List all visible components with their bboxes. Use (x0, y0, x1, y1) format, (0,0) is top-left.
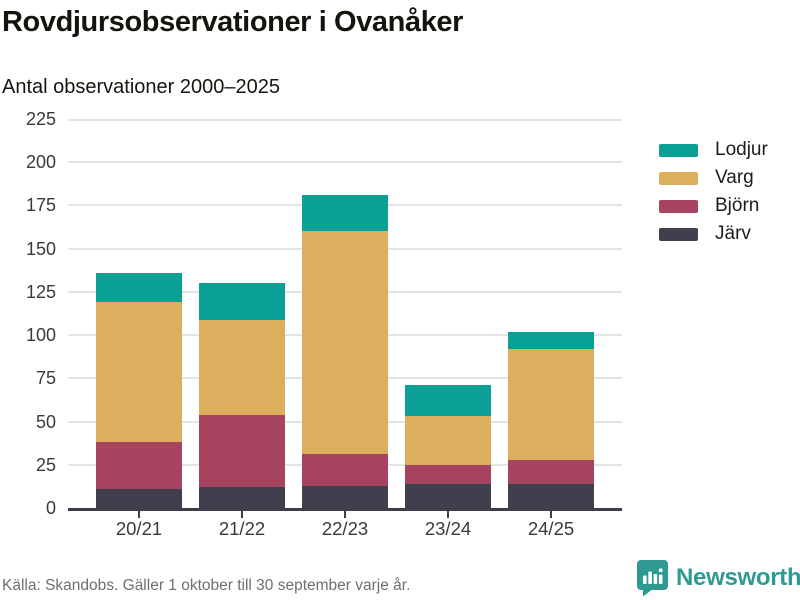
x-tick (447, 511, 449, 518)
legend-label-lodjur: Lodjur (715, 139, 768, 160)
y-tick-label-225: 225 (25, 109, 56, 129)
bar-24-25 (508, 331, 594, 508)
bar-segment-varg[interactable] (199, 319, 285, 415)
newsworthy-logo[interactable]: Newsworthy (636, 559, 800, 597)
bars-container (68, 119, 622, 508)
x-axis-label-23-24: 23/24 (424, 518, 472, 539)
bar-segment-lodjur[interactable] (96, 272, 182, 303)
bar-segment-varg[interactable] (302, 231, 388, 455)
bar-segment-jarv[interactable] (199, 487, 285, 508)
bar-segment-lodjur[interactable] (302, 195, 388, 232)
page-title: Rovdjursobservationer i Ovanåker (2, 6, 464, 38)
legend-label-bjorn: Björn (715, 195, 760, 216)
bar-segment-bjorn[interactable] (302, 454, 388, 486)
legend-label-varg: Varg (715, 167, 754, 188)
x-axis-label-24-25: 24/25 (527, 518, 575, 539)
bar-segment-varg[interactable] (96, 302, 182, 443)
y-tick-label-25: 25 (35, 454, 56, 475)
newsworthy-wordmark: Newsworthy (676, 564, 800, 591)
x-tick (550, 511, 552, 518)
x-axis-label-20-21: 20/21 (115, 518, 163, 539)
y-tick-label-175: 175 (25, 195, 56, 216)
x-axis-label-21-22: 21/22 (218, 518, 266, 539)
legend-item-varg[interactable]: Varg (659, 164, 768, 192)
legend-swatch-lodjur (659, 143, 698, 157)
bar-segment-varg[interactable] (508, 348, 594, 460)
x-axis-label-22-23: 22/23 (321, 518, 369, 539)
y-tick-label-50: 50 (35, 411, 56, 432)
bar-segment-lodjur[interactable] (199, 283, 285, 320)
y-tick-label-125: 125 (25, 281, 56, 302)
gridline-200 (68, 161, 622, 164)
bar-segment-lodjur[interactable] (508, 331, 594, 349)
legend-item-lodjur[interactable]: Lodjur (659, 136, 768, 164)
y-axis: 0 25 50 75 100 125 150 175 200 225 (0, 109, 56, 518)
bar-segment-jarv[interactable] (405, 483, 491, 508)
y-tick-label-150: 150 (25, 238, 56, 259)
bar-23-24 (405, 385, 491, 508)
bar-20-21 (96, 272, 182, 508)
y-tick-label-0: 0 (45, 498, 56, 518)
y-tick-label-100: 100 (25, 325, 56, 346)
bar-segment-varg[interactable] (405, 416, 491, 465)
bar-22-23 (302, 195, 388, 508)
bar-segment-bjorn[interactable] (96, 442, 182, 489)
y-tick-label-200: 200 (25, 152, 56, 173)
bar-segment-lodjur[interactable] (405, 385, 491, 417)
x-tick (138, 511, 140, 518)
bar-21-22 (199, 283, 285, 508)
legend-item-jarv[interactable]: Järv (659, 220, 768, 248)
x-tick (241, 511, 243, 518)
bar-segment-bjorn[interactable] (405, 464, 491, 484)
source-note: Källa: Skandobs. Gäller 1 oktober till 3… (2, 577, 411, 594)
bar-segment-bjorn[interactable] (199, 414, 285, 488)
x-tick (344, 511, 346, 518)
bar-segment-jarv[interactable] (508, 483, 594, 508)
legend: Lodjur Varg Björn Järv (659, 136, 768, 248)
page-subtitle: Antal observationer 2000–2025 (2, 76, 280, 98)
legend-swatch-jarv (659, 227, 698, 241)
bar-segment-bjorn[interactable] (508, 459, 594, 484)
legend-label-jarv: Järv (715, 223, 751, 244)
bar-segment-jarv[interactable] (96, 488, 182, 508)
legend-swatch-bjorn (659, 199, 698, 213)
legend-swatch-varg (659, 171, 698, 185)
gridline-225 (68, 119, 622, 121)
legend-item-bjorn[interactable]: Björn (659, 192, 768, 220)
chart-bubble-icon (636, 559, 669, 597)
y-tick-label-75: 75 (35, 368, 56, 389)
plot-area (68, 119, 622, 511)
bar-segment-jarv[interactable] (302, 485, 388, 508)
